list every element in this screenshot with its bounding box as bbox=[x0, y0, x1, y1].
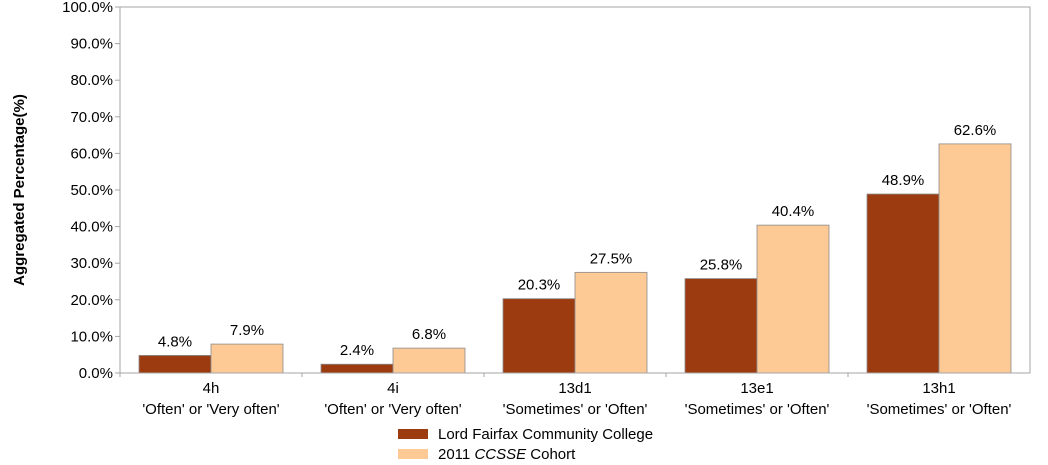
x-category-label: 'Often' or 'Very often' bbox=[324, 401, 461, 418]
y-axis-title-group: Aggregated Percentage(%) bbox=[11, 94, 28, 286]
y-axis-title: Aggregated Percentage(%) bbox=[11, 94, 28, 286]
y-tick-label: 70.0% bbox=[70, 109, 113, 126]
y-tick-label: 30.0% bbox=[70, 255, 113, 272]
bar-cohort-4i bbox=[392, 347, 466, 374]
bar-value-label: 6.8% bbox=[412, 326, 446, 343]
bars-group bbox=[138, 143, 1012, 374]
bar-value-label: 20.3% bbox=[518, 277, 561, 294]
legend-swatch bbox=[398, 449, 428, 459]
bar-college-13e1 bbox=[684, 278, 758, 374]
y-tick-label: 90.0% bbox=[70, 36, 113, 53]
x-category-label: 'Sometimes' or 'Often' bbox=[867, 401, 1012, 418]
x-category-code: 4h bbox=[203, 380, 220, 397]
y-tick-label: 60.0% bbox=[70, 145, 113, 162]
x-axis-labels: 4h 'Often' or 'Very often' 4i 'Often' or 'V… bbox=[119, 373, 1012, 418]
bar-cohort-13h1 bbox=[938, 143, 1012, 374]
y-tick-label: 50.0% bbox=[70, 182, 113, 199]
y-axis-ticks: 0.0% 10.0% 20.0% 30.0% 40.0% 50.0% 60.0% 70.0% 8… bbox=[62, 0, 120, 382]
bar-college-4h bbox=[138, 355, 212, 374]
y-tick-label: 80.0% bbox=[70, 72, 113, 89]
bar-value-label: 62.6% bbox=[954, 122, 997, 139]
y-tick-label: 40.0% bbox=[70, 219, 113, 236]
y-tick-label: 0.0% bbox=[79, 365, 113, 382]
x-category-code: 4i bbox=[387, 380, 399, 397]
bar-value-label: 25.8% bbox=[700, 257, 743, 274]
x-category-label: 'Sometimes' or 'Often' bbox=[503, 401, 648, 418]
bar-value-label: 4.8% bbox=[158, 333, 192, 350]
x-category-code: 13d1 bbox=[558, 380, 591, 397]
bar-value-label: 2.4% bbox=[340, 342, 374, 359]
bar-college-13h1 bbox=[866, 193, 940, 374]
x-category-label: 'Often' or 'Very often' bbox=[142, 401, 279, 418]
bar-college-13d1 bbox=[502, 298, 576, 374]
legend-swatch bbox=[398, 429, 428, 439]
x-category-code: 13h1 bbox=[922, 380, 955, 397]
bar-cohort-13d1 bbox=[574, 271, 648, 374]
bar-value-labels: 4.8% 7.9% 2.4% 6.8% 20.3% 27.5% 25.8% 40.4% 48.9… bbox=[158, 122, 996, 359]
bar-value-label: 40.4% bbox=[772, 203, 815, 220]
y-tick-label: 100.0% bbox=[62, 0, 113, 16]
bar-college-4i bbox=[320, 363, 394, 374]
bar-cohort-4h bbox=[210, 343, 284, 374]
bar-value-label: 27.5% bbox=[590, 250, 633, 267]
y-tick-label: 10.0% bbox=[70, 328, 113, 345]
plot-frame bbox=[119, 6, 1031, 374]
legend-label: 2011 CCSSE Cohort bbox=[438, 446, 576, 463]
x-category-code: 13e1 bbox=[740, 380, 773, 397]
y-tick-label: 20.0% bbox=[70, 292, 113, 309]
bar-cohort-13e1 bbox=[756, 224, 830, 374]
legend: Lord Fairfax Community College 2011 CCSSE… bbox=[398, 426, 653, 463]
legend-label: Lord Fairfax Community College bbox=[438, 426, 653, 443]
x-category-label: 'Sometimes' or 'Often' bbox=[685, 401, 830, 418]
bar-value-label: 48.9% bbox=[882, 172, 925, 189]
bar-value-label: 7.9% bbox=[230, 322, 264, 339]
